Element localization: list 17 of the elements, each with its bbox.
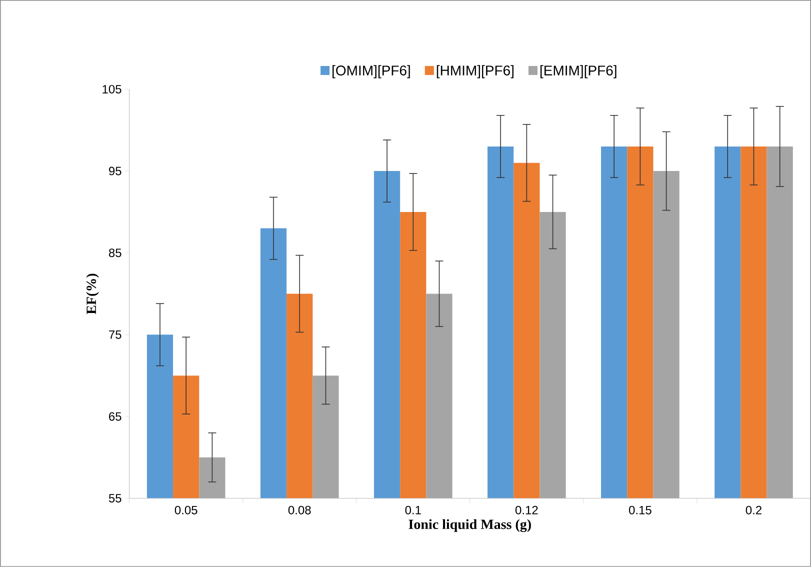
legend-label: [OMIM][PF6]	[332, 65, 410, 78]
x-tick-label: 0.1	[405, 506, 421, 514]
x-tick-label: 0.12	[515, 506, 538, 514]
y-axis-title: EF(%)	[86, 274, 99, 314]
x-tick-label: 0.15	[628, 506, 652, 514]
y-tick-label: 85	[108, 248, 122, 258]
x-axis-title: Ionic liquid Mass (g)	[408, 519, 531, 532]
y-tick-label: 55	[108, 494, 122, 503]
y-tick-label: 105	[102, 84, 122, 94]
y-tick-label: 75	[109, 330, 122, 339]
x-tick-label: 0.2	[746, 506, 762, 514]
x-tick-label: 0.08	[288, 506, 311, 514]
x-tick-label: 0.05	[174, 506, 198, 514]
legend-label: [EMIM][PF6]	[540, 65, 616, 78]
y-tick-label: 65	[109, 412, 122, 421]
y-tick-label: 95	[109, 166, 122, 176]
legend-label: [HMIM][PF6]	[436, 65, 514, 78]
